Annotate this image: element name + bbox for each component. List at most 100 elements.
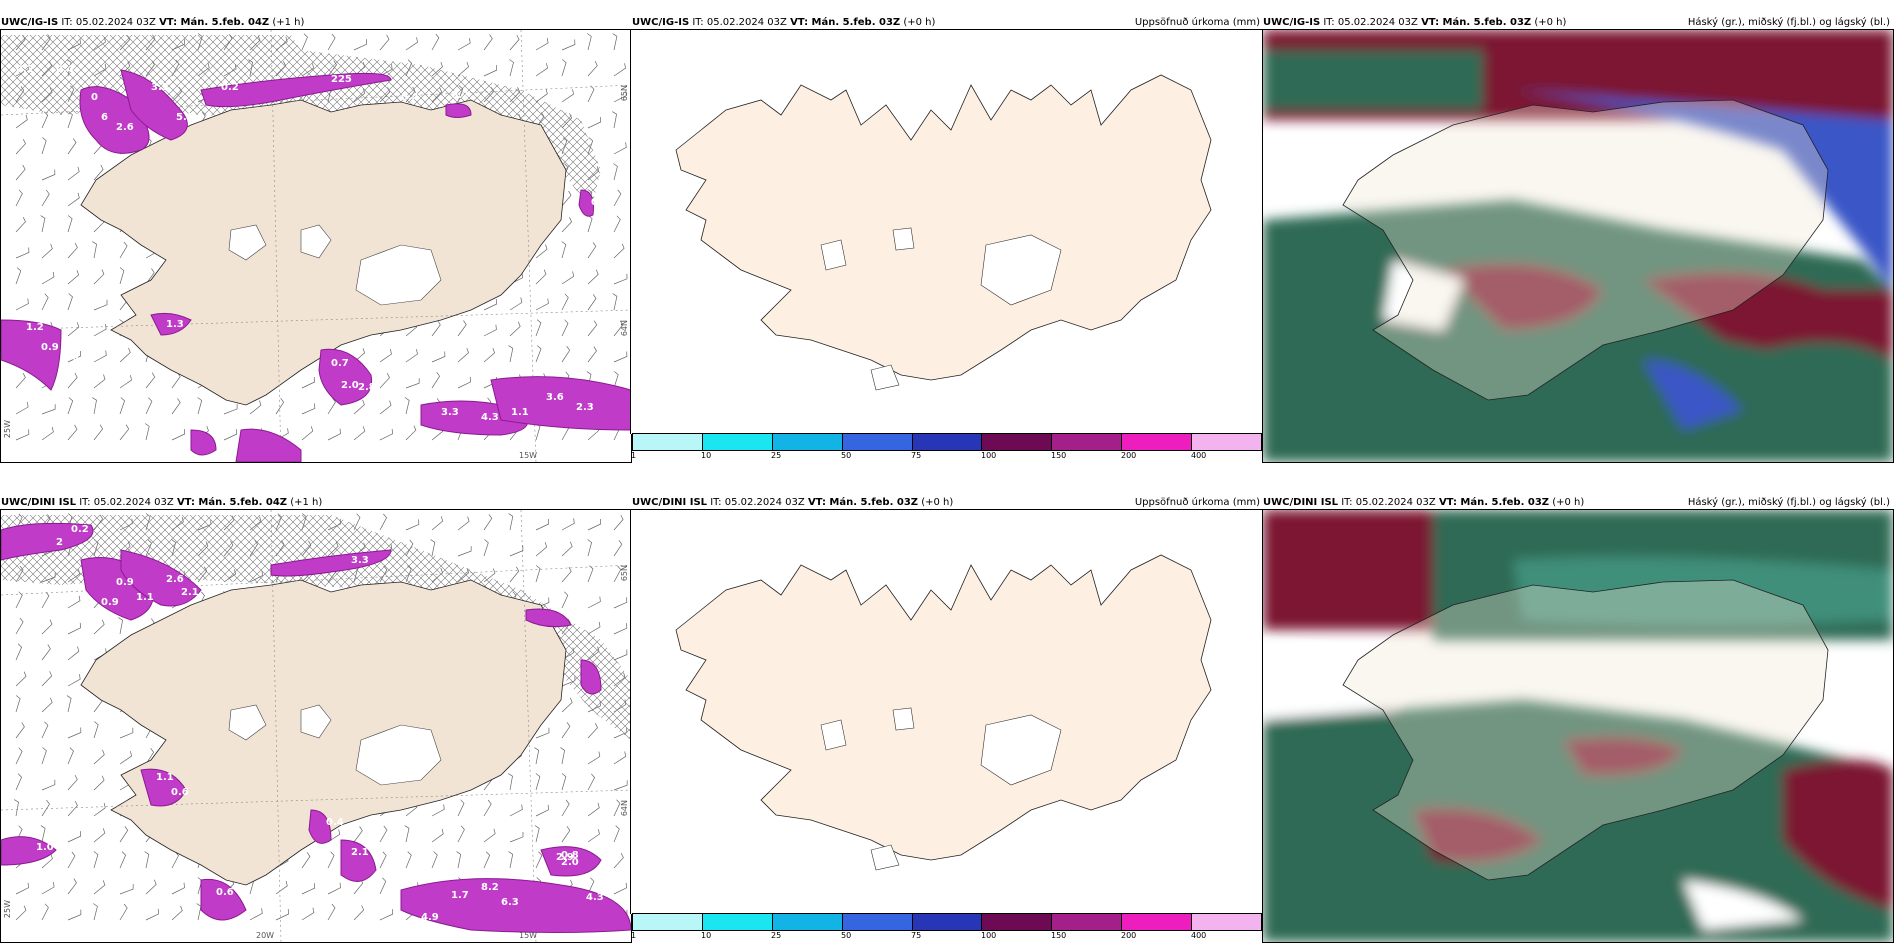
wind-barb xyxy=(457,799,465,817)
hatched-region xyxy=(1,35,601,210)
wind-barb xyxy=(405,349,418,363)
wind-barb xyxy=(119,267,125,285)
precip-value-label: 2.3 xyxy=(576,402,594,413)
wind-barb xyxy=(15,429,30,441)
wind-barb xyxy=(508,345,514,363)
legend-tick-label: 100 xyxy=(981,451,997,460)
wind-barb xyxy=(118,617,123,635)
legend-tick-label: 150 xyxy=(1051,451,1067,460)
init-time: IT: 05.02.2024 03Z xyxy=(1323,17,1418,28)
precip-value-label: 3.3 xyxy=(441,407,459,418)
iceland-land xyxy=(80,579,567,886)
lon-label-15w: 15W xyxy=(519,931,538,940)
wind-barb xyxy=(301,426,314,441)
wind-barb xyxy=(405,37,418,51)
wind-barb xyxy=(587,60,598,77)
legend-swatch xyxy=(1192,434,1262,450)
wind-barb xyxy=(15,267,22,285)
panel-title-r1p1: UWC/IG-IS IT: 05.02.2024 03Z VT: Mán. 5.… xyxy=(1,17,304,29)
wind-barb xyxy=(457,376,471,389)
legend-swatch xyxy=(772,434,843,450)
wind-barb xyxy=(67,747,74,765)
wind-barb xyxy=(561,773,567,791)
wind-barb xyxy=(15,247,30,259)
precip-value-label: 0.2 xyxy=(16,64,34,75)
wind-barb xyxy=(613,882,627,895)
precip-value-label: 2.0 xyxy=(341,380,359,391)
wind-barb xyxy=(93,749,105,765)
wind-barb xyxy=(535,518,550,531)
wind-barb xyxy=(144,423,150,441)
wind-barb xyxy=(15,189,23,207)
legend-tick-label: 150 xyxy=(1051,931,1067,940)
wind-barb xyxy=(483,539,489,557)
precip-value-label: 3.6 xyxy=(546,392,564,403)
init-time: IT: 05.02.2024 03Z xyxy=(710,497,805,508)
wind-barb xyxy=(15,747,23,765)
wind-barb xyxy=(509,321,521,337)
wind-barb xyxy=(587,596,601,609)
map-accum-precip-r2 xyxy=(630,509,1264,914)
wind-barb xyxy=(561,345,571,363)
wind-barb xyxy=(535,63,548,77)
model-name: UWC/IG-IS xyxy=(1,17,59,28)
map-clouds-r1 xyxy=(1262,29,1894,463)
glacier-vatnajokull xyxy=(355,244,442,306)
wind-barb xyxy=(379,513,388,531)
wind-barb xyxy=(509,804,523,817)
legend-tick-label: 100 xyxy=(981,931,997,940)
wind-barb xyxy=(587,269,599,285)
wind-barb xyxy=(67,166,80,181)
wind-barb xyxy=(613,852,624,869)
legend-tick-label: 1 xyxy=(631,451,637,460)
precip-value-label: 225 xyxy=(331,74,352,85)
wind-barb xyxy=(587,518,602,531)
wind-barb xyxy=(15,139,26,155)
glacier-hofsjokull xyxy=(892,227,915,251)
glacier-hofsjokull xyxy=(300,704,332,739)
wind-barb xyxy=(66,695,72,713)
precip-value-label: 0.9 xyxy=(116,577,134,588)
wind-barb xyxy=(15,643,23,661)
precip-value-label: 0.2 xyxy=(591,197,609,208)
wind-barb xyxy=(587,751,601,765)
wind-barb xyxy=(41,404,56,415)
legend-tick-label: 200 xyxy=(1121,451,1137,460)
wind-barb xyxy=(509,831,524,843)
wind-barb xyxy=(119,903,128,921)
wind-barb xyxy=(612,293,618,311)
wind-barb xyxy=(67,727,82,739)
wind-barb xyxy=(534,747,540,765)
wind-barb xyxy=(613,90,627,103)
wind-barb xyxy=(249,400,262,415)
precip-value-label: 4.0 xyxy=(61,352,79,363)
wind-barb xyxy=(93,164,104,181)
wind-barb xyxy=(509,59,514,77)
wind-barb xyxy=(612,33,618,51)
wind-barb xyxy=(171,882,185,895)
legend-swatch xyxy=(702,434,773,450)
wind-barb xyxy=(613,597,628,609)
wind-barb xyxy=(535,37,549,51)
wind-barb xyxy=(67,322,80,337)
wind-barb xyxy=(15,164,26,181)
wind-barb xyxy=(379,825,388,843)
wind-barb xyxy=(431,804,445,817)
wind-barb xyxy=(15,671,27,687)
wind-barb xyxy=(457,825,465,843)
precip-value-label: 0.2 xyxy=(71,524,89,535)
model-name: UWC/DINI ISL xyxy=(632,497,708,508)
wind-barb xyxy=(67,372,78,389)
wind-barb xyxy=(15,695,21,713)
legend-swatch xyxy=(982,914,1053,930)
glacier-myrdalsjokull xyxy=(870,844,900,871)
wind-barb xyxy=(301,33,308,51)
wind-barb xyxy=(587,723,598,739)
wind-barb xyxy=(67,800,78,817)
wind-barb xyxy=(41,426,54,441)
precip-value-label: 2.6 xyxy=(166,574,184,585)
wind-barb xyxy=(587,829,600,843)
legend-swatch xyxy=(1192,914,1262,930)
lead-time: (+0 h) xyxy=(1552,497,1585,508)
wind-barb xyxy=(67,138,77,155)
